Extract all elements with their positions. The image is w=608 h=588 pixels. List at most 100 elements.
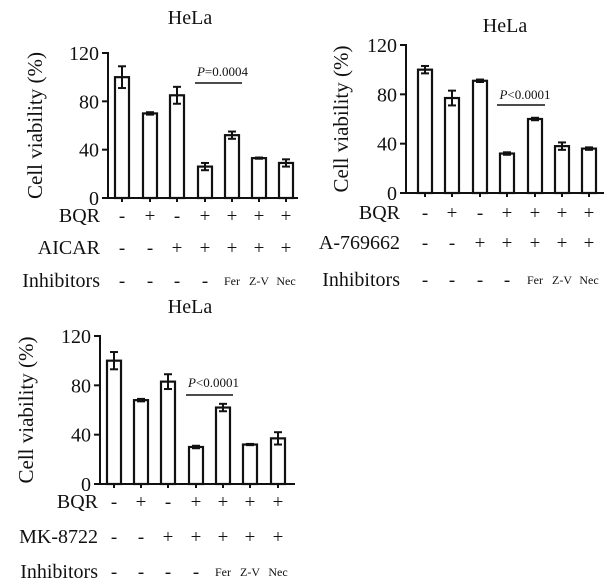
bar-1	[113, 76, 131, 200]
condition-value: +	[502, 233, 513, 254]
condition-value: +	[281, 206, 292, 227]
condition-value: -	[422, 203, 428, 224]
condition-value: -	[193, 562, 199, 583]
bar-5	[214, 406, 232, 486]
condition-value: Fer	[215, 565, 231, 579]
condition-value: -	[477, 270, 483, 291]
y-tick-label: 120	[367, 35, 397, 57]
condition-value: +	[530, 203, 541, 224]
bar-2	[132, 399, 150, 486]
y-tick-label: 0	[89, 188, 99, 210]
condition-label-bqr: BQR	[359, 202, 401, 224]
condition-value: -	[422, 233, 428, 254]
y-tick-label: 40	[71, 425, 91, 447]
bar-4	[187, 445, 205, 486]
y-tick-label: 120	[69, 43, 99, 65]
condition-value: -	[165, 492, 171, 513]
condition-label-mk-8722: MK-8722	[19, 526, 98, 548]
bar-3	[168, 94, 186, 200]
condition-value: +	[136, 492, 147, 513]
condition-value: -	[477, 203, 483, 224]
bar-3	[159, 380, 177, 486]
y-axis-label: Cell viability (%)	[14, 337, 38, 484]
bar-7	[580, 147, 598, 195]
p-value-italic: P	[187, 375, 196, 390]
condition-label-a-769662: A-769662	[319, 232, 400, 254]
condition-value: +	[281, 238, 292, 259]
chart-panel-2: HeLa Cell viability (%) 0 40 80 120 P<0.0001 BQ…	[319, 15, 604, 291]
condition-value: -	[138, 527, 144, 548]
p-value-text: <0.0001	[196, 375, 239, 390]
bar-3	[471, 79, 489, 195]
condition-value: +	[145, 206, 156, 227]
condition-value: +	[273, 527, 284, 548]
condition-value: Z-V	[240, 565, 260, 579]
chart-title: HeLa	[168, 296, 213, 318]
y-tick-label: 120	[61, 326, 91, 348]
y-tick-label: 80	[79, 91, 99, 113]
condition-value: +	[200, 206, 211, 227]
condition-value: Fer	[224, 274, 240, 288]
bar-7	[277, 161, 295, 200]
condition-value: -	[138, 562, 144, 583]
condition-value: -	[174, 271, 180, 292]
condition-value: +	[245, 527, 256, 548]
chart-title: HeLa	[483, 15, 528, 37]
condition-value: +	[475, 233, 486, 254]
condition-label-inhibitors: Inhibitors	[22, 270, 100, 292]
condition-value: -	[504, 270, 510, 291]
condition-value: +	[254, 238, 265, 259]
y-axis-label: Cell viability (%)	[23, 52, 47, 199]
condition-value: -	[422, 270, 428, 291]
bar-2	[141, 112, 159, 200]
condition-value: +	[557, 233, 568, 254]
condition-value: -	[165, 562, 171, 583]
condition-value: -	[147, 271, 153, 292]
condition-value: +	[584, 203, 595, 224]
bar-1	[105, 359, 123, 486]
chart-panel-1: HeLa Cell viability (%) 0 40 80 120 P=0.0004 BQ…	[22, 7, 298, 292]
condition-value: -	[174, 206, 180, 227]
condition-value: +	[227, 238, 238, 259]
p-value-text: <0.0001	[507, 87, 550, 102]
bar-6	[241, 443, 259, 486]
condition-value: -	[147, 238, 153, 259]
condition-value: +	[163, 527, 174, 548]
condition-value: Fer	[527, 273, 543, 287]
condition-value: +	[502, 203, 513, 224]
condition-value: -	[111, 492, 117, 513]
bar-5	[526, 117, 544, 195]
condition-value: Z-V	[552, 273, 572, 287]
condition-value: +	[447, 203, 458, 224]
condition-label-bqr: BQR	[59, 205, 101, 227]
condition-value: Nec	[579, 273, 598, 287]
condition-value: -	[119, 238, 125, 259]
condition-value: -	[119, 206, 125, 227]
y-axis-label: Cell viability (%)	[329, 46, 353, 193]
condition-value: +	[218, 527, 229, 548]
condition-value: -	[449, 233, 455, 254]
p-value-label: P<0.0001	[498, 87, 550, 102]
condition-value: +	[273, 492, 284, 513]
bar-5	[223, 134, 241, 200]
condition-value: Nec	[268, 565, 287, 579]
y-tick-label: 0	[387, 183, 397, 205]
condition-value: +	[191, 492, 202, 513]
condition-label-aicar: AICAR	[38, 237, 101, 259]
condition-value: +	[584, 233, 595, 254]
p-value-label: P<0.0001	[187, 375, 239, 390]
bar-2	[443, 96, 461, 195]
condition-value: -	[119, 271, 125, 292]
condition-label-inhibitors: Inhibitors	[20, 561, 98, 583]
p-value-label: P=0.0004	[196, 64, 249, 79]
bar-6	[250, 157, 268, 200]
condition-value: -	[111, 562, 117, 583]
p-value-italic: P	[196, 64, 205, 79]
bar-4	[196, 165, 214, 200]
condition-value: +	[200, 238, 211, 259]
condition-value: +	[191, 527, 202, 548]
condition-value: +	[245, 492, 256, 513]
condition-value: -	[111, 527, 117, 548]
p-value-text: =0.0004	[205, 64, 249, 79]
y-tick-label: 0	[81, 474, 91, 496]
